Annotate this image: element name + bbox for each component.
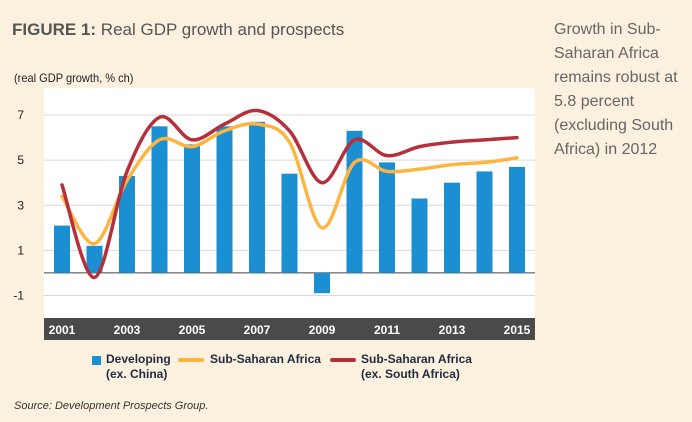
figure-title: FIGURE 1: Real GDP growth and prospects — [12, 20, 344, 40]
bar-developing — [119, 175, 135, 273]
y-tick-label: -1 — [13, 288, 24, 302]
line-ssa-ex-sa — [60, 108, 519, 280]
y-tick-label: 3 — [17, 198, 24, 212]
bar-developing — [379, 162, 395, 273]
bar-developing — [476, 171, 493, 273]
bar-developing — [281, 173, 298, 273]
x-tick-label: 2005 — [179, 323, 206, 337]
y-tick-label: 5 — [17, 153, 24, 167]
x-tick-label: 2015 — [504, 323, 531, 337]
legend-ssa-ex-sa-line1: Sub-Saharan Africa — [361, 352, 472, 366]
bar-developing — [216, 126, 233, 273]
x-tick-label: 2013 — [439, 323, 466, 337]
bar-developing — [184, 144, 200, 273]
x-tick-label: 2011 — [374, 323, 400, 337]
bar-developing — [54, 225, 70, 273]
legend-swatch-ssa — [178, 358, 204, 362]
x-tick-label: 2001 — [49, 323, 76, 337]
legend-ssa-line1: Sub-Saharan Africa — [210, 352, 321, 366]
x-tick-label: 2003 — [114, 323, 141, 337]
y-tick-label: 1 — [17, 243, 24, 257]
legend-ssa: Sub-Saharan Africa — [210, 352, 321, 367]
bar-developing — [249, 121, 265, 273]
legend-developing: Developing (ex. China) — [106, 352, 171, 382]
figure-number: FIGURE 1: — [12, 20, 97, 39]
legend-developing-line1: Developing — [106, 352, 171, 366]
x-tick-label: 2007 — [244, 323, 271, 337]
legend-swatch-ssa-ex-sa — [330, 358, 356, 362]
bar-developing — [444, 182, 460, 273]
x-axis-band — [44, 318, 535, 340]
source-note: Source: Development Prospects Group. — [14, 400, 209, 412]
legend-developing-line2: (ex. China) — [106, 367, 168, 381]
legend-swatch-developing — [92, 356, 101, 365]
bar-developing — [86, 245, 103, 273]
legend-ssa-ex-sa-line2: (ex. South Africa) — [361, 367, 460, 381]
side-note: Growth in Sub-Saharan Africa remains rob… — [554, 21, 678, 158]
bar-developing — [509, 166, 525, 273]
bar-developing — [346, 130, 363, 273]
bar-developing — [411, 198, 428, 273]
x-tick-label: 2009 — [309, 323, 336, 337]
y-tick-label: 7 — [17, 108, 24, 122]
y-axis-label: (real GDP growth, % ch) — [14, 71, 134, 85]
figure-title-text: Real GDP growth and prospects — [100, 20, 345, 39]
bar-developing — [151, 126, 168, 273]
bar-developing — [314, 272, 330, 294]
line-ssa — [60, 121, 519, 246]
legend-ssa-ex-sa: Sub-Saharan Africa (ex. South Africa) — [361, 352, 472, 382]
